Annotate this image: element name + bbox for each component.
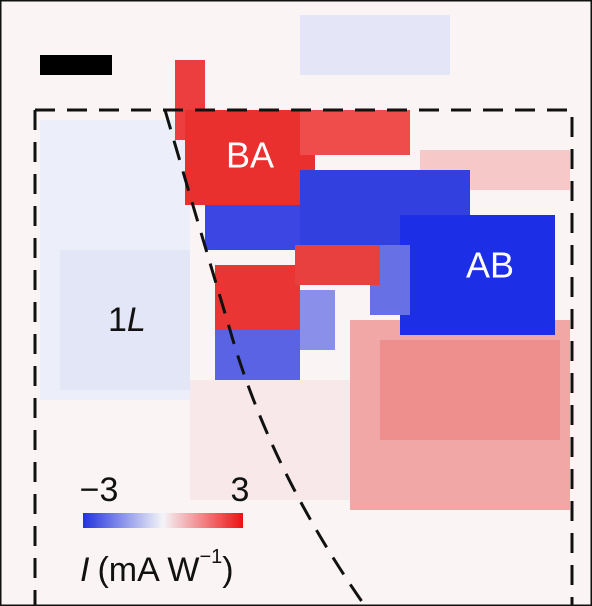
region-label: AB — [466, 245, 514, 286]
colorbar-title: I (mA W−1) — [80, 546, 234, 589]
colorbar-tick-label: 3 — [231, 471, 250, 509]
boundary-line — [163, 109, 367, 606]
red-area — [380, 340, 560, 440]
scale-bar — [40, 55, 112, 75]
blue-area — [400, 215, 555, 335]
red-area — [215, 265, 300, 330]
title-symbol: I — [80, 551, 90, 589]
blue-area — [300, 290, 335, 350]
title-exponent: −1 — [199, 546, 222, 568]
red-area — [185, 110, 315, 205]
layer-symbol: L — [127, 301, 146, 339]
pale-blue-area — [300, 15, 450, 75]
blue-area — [215, 330, 300, 380]
layer-label: 1L — [108, 301, 146, 339]
region-outline — [33, 108, 574, 606]
colorbar — [83, 513, 243, 528]
pale-red-area — [190, 380, 360, 500]
title-close: ) — [222, 551, 233, 589]
colorbar-tick-label: −3 — [80, 471, 119, 509]
red-area — [295, 245, 380, 285]
layer-number: 1 — [108, 301, 127, 339]
title-unit: (mA W — [97, 551, 199, 589]
red-area — [300, 110, 410, 155]
region-label: BA — [226, 135, 274, 176]
pale-blue-area — [60, 250, 190, 390]
